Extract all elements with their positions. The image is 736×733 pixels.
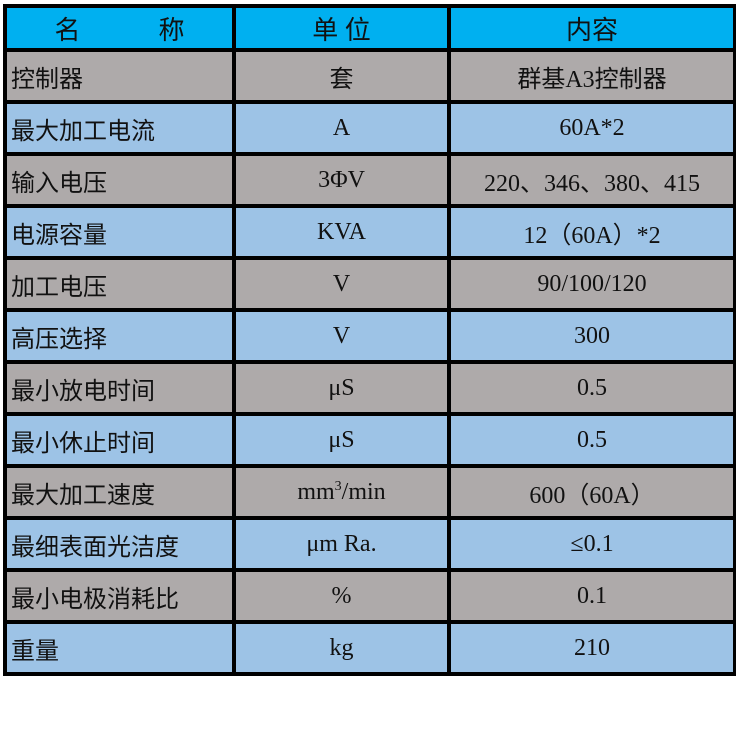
cell-content: 0.5 [447, 412, 736, 468]
unit-text: μm Ra. [306, 530, 377, 557]
cell-unit: KVA [232, 204, 451, 260]
table-row: 控制器 套 群基A3控制器 [3, 48, 736, 104]
cell-name: 电源容量 [3, 204, 236, 260]
unit-suffix: /min [341, 478, 386, 505]
table-row: 最小放电时间 μS 0.5 [3, 360, 736, 416]
unit-text: A [332, 114, 351, 141]
cell-name: 最细表面光洁度 [3, 516, 236, 572]
cell-name: 最小放电时间 [3, 360, 236, 416]
cell-unit: kg [232, 620, 451, 676]
cell-content: 90/100/120 [447, 256, 736, 312]
header-row: 名 称 单 位 内容 [3, 4, 736, 52]
unit-text: μS [328, 426, 355, 453]
cell-unit: μS [232, 360, 451, 416]
cell-name: 输入电压 [3, 152, 236, 208]
cell-content: 600（60A） [447, 464, 736, 520]
spec-table: 名 称 单 位 内容 控制器 套 群基A3控制器 最大加工电流 A 60A*2 输入… [3, 4, 736, 676]
table-row: 最大加工电流 A 60A*2 [3, 100, 736, 156]
cell-content: 12（60A）*2 [447, 204, 736, 260]
cell-content: 0.1 [447, 568, 736, 624]
unit-text: KVA [317, 218, 366, 245]
cell-name: 重量 [3, 620, 236, 676]
cell-unit: A [232, 100, 451, 156]
unit-text: mm [297, 478, 335, 505]
table-row: 最细表面光洁度 μm Ra. ≤0.1 [3, 516, 736, 572]
cell-unit: % [232, 568, 451, 624]
table-row: 最大加工速度 mm3/min 600（60A） [3, 464, 736, 520]
cell-unit: V [232, 256, 451, 312]
unit-text: V [332, 270, 351, 297]
cell-unit: 套 [232, 48, 451, 104]
table-row: 最小电极消耗比 % 0.1 [3, 568, 736, 624]
cell-unit: V [232, 308, 451, 364]
header-unit: 单 位 [232, 4, 451, 52]
unit-text: % [331, 582, 352, 609]
unit-superscript: 3 [334, 478, 342, 494]
table-row: 高压选择 V 300 [3, 308, 736, 364]
cell-content: 群基A3控制器 [447, 48, 736, 104]
cell-unit: μm Ra. [232, 516, 451, 572]
table-row: 最小休止时间 μS 0.5 [3, 412, 736, 468]
cell-content: 300 [447, 308, 736, 364]
unit-text: 套 [329, 66, 354, 93]
cell-name: 最大加工电流 [3, 100, 236, 156]
cell-name: 高压选择 [3, 308, 236, 364]
cell-unit: μS [232, 412, 451, 468]
table-row: 重量 kg 210 [3, 620, 736, 676]
unit-text: kg [329, 634, 354, 661]
unit-text: 3ΦV [318, 166, 365, 193]
cell-content: 210 [447, 620, 736, 676]
cell-content: 220、346、380、415 [447, 152, 736, 208]
cell-name: 最大加工速度 [3, 464, 236, 520]
header-name: 名 称 [3, 4, 236, 52]
cell-name: 最小电极消耗比 [3, 568, 236, 624]
table-row: 输入电压 3ΦV 220、346、380、415 [3, 152, 736, 208]
cell-unit: 3ΦV [232, 152, 451, 208]
table-row: 加工电压 V 90/100/120 [3, 256, 736, 312]
unit-text: V [332, 322, 351, 349]
cell-name: 最小休止时间 [3, 412, 236, 468]
cell-content: 60A*2 [447, 100, 736, 156]
cell-content: ≤0.1 [447, 516, 736, 572]
cell-name: 控制器 [3, 48, 236, 104]
header-content: 内容 [447, 4, 736, 52]
cell-content: 0.5 [447, 360, 736, 416]
cell-unit: mm3/min [232, 464, 451, 520]
table-row: 电源容量 KVA 12（60A）*2 [3, 204, 736, 260]
cell-name: 加工电压 [3, 256, 236, 312]
unit-text: μS [328, 374, 355, 401]
